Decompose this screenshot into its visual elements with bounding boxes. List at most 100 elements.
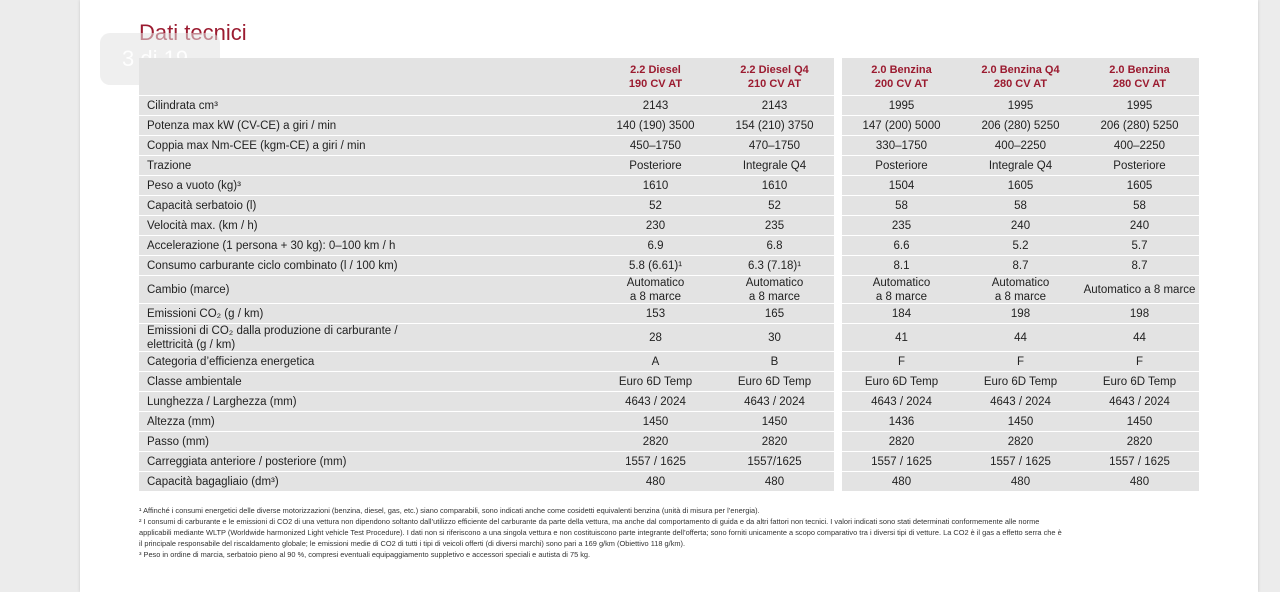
column-header: 2.2 Diesel Q4 210 CV AT bbox=[715, 58, 834, 95]
cell-value: 1450 bbox=[596, 412, 715, 431]
cell-value: 52 bbox=[715, 196, 834, 215]
cell-value: F bbox=[961, 352, 1080, 371]
cell-value: 4643 / 2024 bbox=[961, 392, 1080, 411]
cell-value: Euro 6D Temp bbox=[1080, 372, 1199, 391]
cell-value: 1610 bbox=[715, 176, 834, 195]
cell-value: 58 bbox=[961, 196, 1080, 215]
row-label: Potenza max kW (CV-CE) a giri / min bbox=[139, 116, 596, 135]
cell-value: 2820 bbox=[961, 432, 1080, 451]
cell-value: 1557 / 1625 bbox=[842, 452, 961, 471]
row-label: Capacità bagagliaio (dm³) bbox=[139, 472, 596, 491]
cell-value: 5.8 (6.61)¹ bbox=[596, 256, 715, 275]
cell-value: A bbox=[596, 352, 715, 371]
cell-value: Posteriore bbox=[596, 156, 715, 175]
row-label: Peso a vuoto (kg)³ bbox=[139, 176, 596, 195]
cell-value: F bbox=[842, 352, 961, 371]
cell-value: 480 bbox=[596, 472, 715, 491]
cell-value: 165 bbox=[715, 304, 834, 323]
cell-value: 206 (280) 5250 bbox=[961, 116, 1080, 135]
cell-value: 52 bbox=[596, 196, 715, 215]
cell-value: Integrale Q4 bbox=[961, 156, 1080, 175]
cell-value: Euro 6D Temp bbox=[596, 372, 715, 391]
cell-value: 1995 bbox=[961, 96, 1080, 115]
header-blank bbox=[139, 58, 596, 95]
column-header: 2.2 Diesel 190 CV AT bbox=[596, 58, 715, 95]
cell-value: 30 bbox=[715, 324, 834, 351]
row-label: Altezza (mm) bbox=[139, 412, 596, 431]
cell-value: 8.7 bbox=[1080, 256, 1199, 275]
cell-value: F bbox=[1080, 352, 1199, 371]
cell-value: 1436 bbox=[842, 412, 961, 431]
cell-value: Automatico a 8 marce bbox=[961, 276, 1080, 303]
cell-value: 6.3 (7.18)¹ bbox=[715, 256, 834, 275]
cell-value: Euro 6D Temp bbox=[961, 372, 1080, 391]
cell-value: 58 bbox=[1080, 196, 1199, 215]
cell-value: 230 bbox=[596, 216, 715, 235]
cell-value: 4643 / 2024 bbox=[1080, 392, 1199, 411]
cell-value: 41 bbox=[842, 324, 961, 351]
cell-value: 184 bbox=[842, 304, 961, 323]
cell-value: Posteriore bbox=[842, 156, 961, 175]
cell-value: 206 (280) 5250 bbox=[1080, 116, 1199, 135]
cell-value: 4643 / 2024 bbox=[715, 392, 834, 411]
column-header: 2.0 Benzina 200 CV AT bbox=[842, 58, 961, 95]
cell-value: Automatico a 8 marce bbox=[842, 276, 961, 303]
cell-value: 1605 bbox=[1080, 176, 1199, 195]
cell-value: 240 bbox=[1080, 216, 1199, 235]
cell-value: 240 bbox=[961, 216, 1080, 235]
cell-value: 6.6 bbox=[842, 236, 961, 255]
cell-value: 1504 bbox=[842, 176, 961, 195]
cell-value: Automatico a 8 marce bbox=[596, 276, 715, 303]
cell-value: 480 bbox=[961, 472, 1080, 491]
cell-value: 1557 / 1625 bbox=[961, 452, 1080, 471]
cell-value: 153 bbox=[596, 304, 715, 323]
cell-value: 198 bbox=[961, 304, 1080, 323]
cell-value: 44 bbox=[1080, 324, 1199, 351]
cell-value: 8.7 bbox=[961, 256, 1080, 275]
cell-value: 1557/1625 bbox=[715, 452, 834, 471]
row-label: Velocità max. (km / h) bbox=[139, 216, 596, 235]
cell-value: 480 bbox=[715, 472, 834, 491]
row-label: Capacità serbatoio (l) bbox=[139, 196, 596, 215]
footnote: ³ Peso in ordine di marcia, serbatoio pi… bbox=[139, 550, 591, 559]
cell-value: 154 (210) 3750 bbox=[715, 116, 834, 135]
cell-value: 2143 bbox=[715, 96, 834, 115]
cell-value: Integrale Q4 bbox=[715, 156, 834, 175]
cell-value: 400–2250 bbox=[961, 136, 1080, 155]
cell-value: 1605 bbox=[961, 176, 1080, 195]
cell-value: 1450 bbox=[715, 412, 834, 431]
cell-value: Euro 6D Temp bbox=[842, 372, 961, 391]
cell-value: 2143 bbox=[596, 96, 715, 115]
row-label: Emissioni CO₂ (g / km) bbox=[139, 304, 596, 323]
cell-value: Automatico a 8 marce bbox=[715, 276, 834, 303]
cell-value: 44 bbox=[961, 324, 1080, 351]
cell-value: B bbox=[715, 352, 834, 371]
cell-value: 480 bbox=[1080, 472, 1199, 491]
row-label: Carreggiata anteriore / posteriore (mm) bbox=[139, 452, 596, 471]
cell-value: 1557 / 1625 bbox=[1080, 452, 1199, 471]
cell-value: 198 bbox=[1080, 304, 1199, 323]
cell-value: 4643 / 2024 bbox=[842, 392, 961, 411]
cell-value: 235 bbox=[715, 216, 834, 235]
cell-value: Euro 6D Temp bbox=[715, 372, 834, 391]
column-header: 2.0 Benzina 280 CV AT bbox=[1080, 58, 1199, 95]
cell-value: 5.2 bbox=[961, 236, 1080, 255]
row-label: Trazione bbox=[139, 156, 596, 175]
cell-value: 5.7 bbox=[1080, 236, 1199, 255]
row-label: Lunghezza / Larghezza (mm) bbox=[139, 392, 596, 411]
cell-value: 480 bbox=[842, 472, 961, 491]
cell-value: 6.9 bbox=[596, 236, 715, 255]
row-label: Classe ambientale bbox=[139, 372, 596, 391]
cell-value: 1450 bbox=[1080, 412, 1199, 431]
cell-value: 140 (190) 3500 bbox=[596, 116, 715, 135]
row-label: Accelerazione (1 persona + 30 kg): 0–100… bbox=[139, 236, 596, 255]
footnotes: ¹ Affinché i consumi energetici delle di… bbox=[139, 505, 1064, 560]
cell-value: 58 bbox=[842, 196, 961, 215]
cell-value: 1995 bbox=[1080, 96, 1199, 115]
row-label: Consumo carburante ciclo combinato (l / … bbox=[139, 256, 596, 275]
cell-value: 2820 bbox=[1080, 432, 1199, 451]
cell-value: 2820 bbox=[596, 432, 715, 451]
cell-value: 2820 bbox=[842, 432, 961, 451]
cell-value: Posteriore bbox=[1080, 156, 1199, 175]
